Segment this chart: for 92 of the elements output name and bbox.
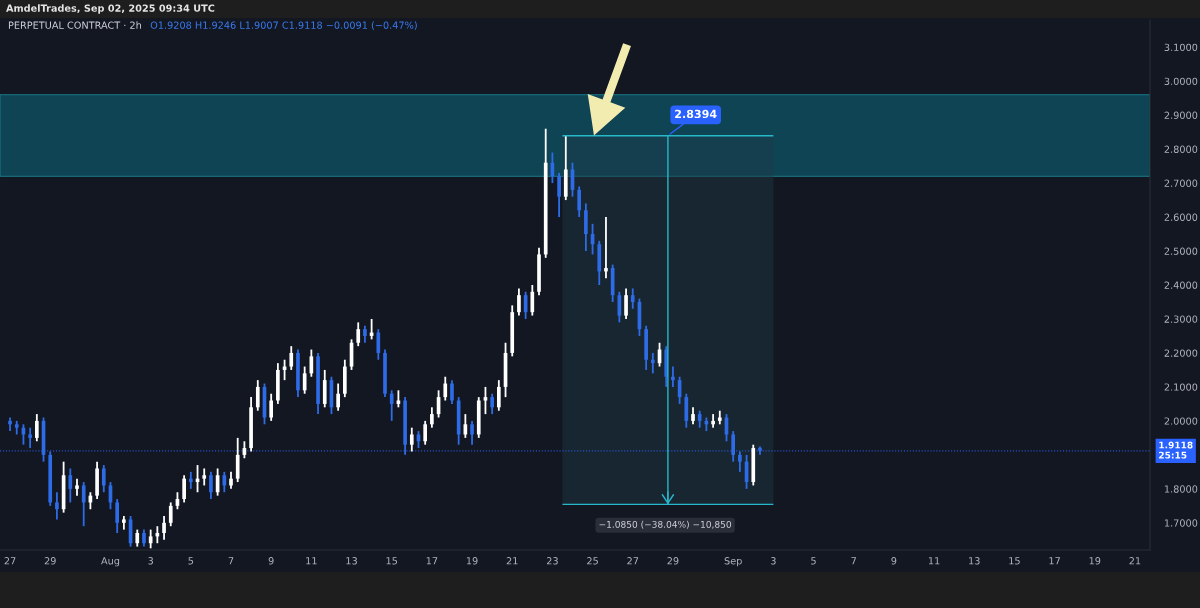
x-tick-label: 7: [228, 557, 234, 565]
candlestick: [624, 287, 628, 320]
candlestick: [55, 491, 59, 521]
x-tick-label: 11: [306, 557, 317, 565]
candlestick: [81, 481, 86, 528]
x-tick-label: Sep: [724, 557, 742, 567]
candlestick: [222, 470, 227, 494]
candlestick: [34, 413, 39, 443]
candlestick: [376, 328, 381, 361]
y-tick-label: 1.7000: [1164, 519, 1198, 527]
candlestick: [651, 352, 655, 375]
x-tick-label: 17: [1049, 557, 1060, 565]
candlestick: [684, 392, 689, 429]
chart-title: PERPETUAL CONTRACT · 2h: [8, 21, 141, 29]
x-tick-label: 5: [811, 557, 816, 565]
y-tick-label: 2.0000: [1164, 417, 1198, 425]
candlestick: [336, 382, 340, 412]
candlestick: [577, 185, 582, 218]
candlestick: [209, 470, 213, 500]
x-tick-label: 29: [44, 557, 56, 565]
annotation: 2.8394: [675, 109, 717, 119]
candlestick: [671, 365, 675, 388]
candlestick: [168, 501, 173, 528]
x-tick-label: 5: [188, 557, 194, 565]
x-tick-label: 9: [268, 557, 274, 565]
candlestick: [496, 379, 501, 412]
candlestick: [604, 216, 608, 280]
candlestick: [423, 419, 428, 446]
y-tick-label: 2.1000: [1164, 383, 1198, 391]
candlestick: [630, 287, 635, 310]
x-tick-label: 13: [969, 557, 980, 565]
x-tick-label: 11: [928, 557, 940, 565]
candlestick: [289, 345, 294, 371]
x-tick-label: 3: [148, 557, 153, 565]
x-tick-label: 21: [1129, 557, 1141, 565]
y-tick-label: 2.5000: [1164, 247, 1198, 255]
candlestick: [188, 470, 193, 490]
candlestick: [322, 369, 327, 409]
x-tick-label: 17: [426, 557, 438, 565]
x-tick-label: 21: [506, 557, 518, 565]
x-tick-label: 27: [627, 557, 639, 565]
x-tick-label: Aug: [101, 557, 120, 567]
x-tick-label: 19: [1089, 557, 1101, 565]
candlestick: [162, 515, 166, 541]
x-tick-label: 13: [346, 557, 357, 565]
x-tick-label: 29: [667, 557, 679, 565]
candlestick: [269, 392, 274, 422]
candlestick: [356, 321, 361, 348]
candlestick: [450, 379, 454, 405]
data-label: −1.0850 (−38.04%) −10,850: [599, 520, 732, 529]
candlestick: [68, 467, 73, 504]
y-tick-label: 2.2000: [1164, 349, 1198, 357]
candlestick: [389, 389, 394, 422]
candlestick: [731, 430, 736, 463]
y-tick-label: 3.1000: [1164, 43, 1198, 52]
x-tick-label: 19: [466, 557, 478, 565]
candlestick: [235, 436, 240, 483]
y-tick-label: 1.8000: [1164, 485, 1198, 493]
candlestick: [490, 392, 494, 416]
text: AmdelTrades, Sep 02, 2025 09:34 UTC: [6, 4, 215, 14]
candlestick: [517, 287, 521, 317]
y-tick-label: 2.3000: [1164, 315, 1198, 323]
candlestick: [443, 375, 448, 402]
ref-line-label: 1.9118 25:15: [1159, 441, 1193, 459]
y-tick-label: 2.4000: [1164, 281, 1198, 289]
candlestick: [101, 464, 106, 494]
x-tick-label: 9: [891, 557, 897, 565]
candlestick: [115, 498, 120, 534]
candlestick: [182, 474, 186, 504]
y-tick-label: 2.8000: [1164, 145, 1198, 153]
candlestick: [483, 386, 488, 416]
x-tick-label: 25: [587, 557, 598, 565]
candlestick: [470, 419, 474, 446]
x-tick-label: 7: [851, 557, 856, 565]
chart-subtitle: O1.9208 H1.9246 L1.9007 C1.9118 −0.0091 (−0.47%): [150, 21, 417, 30]
x-tick-label: 3: [771, 557, 776, 565]
y-tick-label: 3.0000: [1164, 77, 1198, 85]
candlestick: [530, 284, 535, 317]
x-tick-label: 27: [4, 557, 16, 565]
y-tick-label: 2.7000: [1164, 179, 1198, 187]
candlestick: [430, 406, 434, 429]
y-tick-label: 2.9000: [1164, 111, 1198, 119]
x-tick-label: 15: [386, 557, 398, 565]
x-tick-label: 23: [546, 557, 558, 565]
y-tick-label: 2.6000: [1164, 213, 1198, 221]
candlestick: [557, 171, 561, 218]
candlestick: [28, 426, 32, 449]
x-tick-label: 15: [1009, 557, 1020, 565]
candlestick: [255, 379, 260, 412]
candlestick: [409, 426, 414, 453]
candlestick: [584, 202, 588, 252]
candlestick: [738, 450, 742, 473]
